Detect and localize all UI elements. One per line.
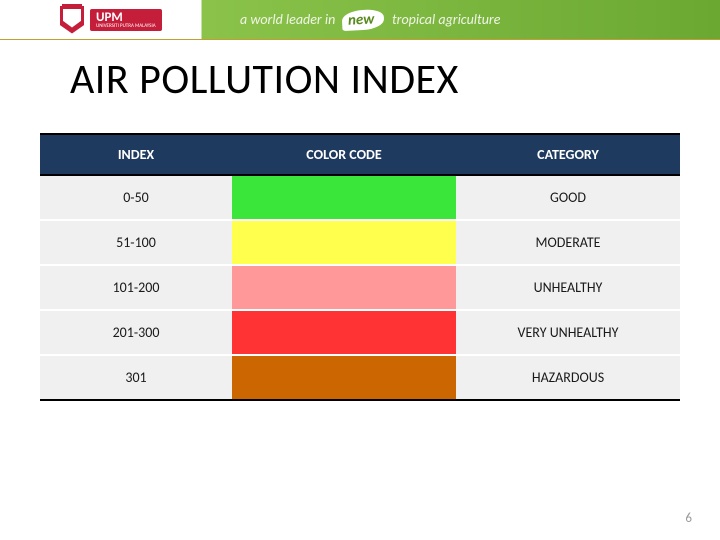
page-number: 6 [685, 511, 692, 526]
upm-logo-text: UPM [96, 11, 156, 24]
th-category: CATEGORY [456, 134, 680, 175]
cell-index: 51-100 [40, 220, 232, 265]
th-index: INDEX [40, 134, 232, 175]
cell-category: GOOD [456, 175, 680, 220]
cell-index: 201-300 [40, 310, 232, 355]
cell-index: 0-50 [40, 175, 232, 220]
page-title: AIR POLLUTION INDEX [70, 54, 720, 105]
top-banner: U P M UPM UNIVERSITI PUTRA MALAYSIA a wo… [0, 0, 720, 40]
tagline-suffix: tropical agriculture [392, 11, 500, 28]
cell-color-swatch [232, 265, 456, 310]
cell-category: VERY UNHEALTHY [456, 310, 680, 355]
cell-category: UNHEALTHY [456, 265, 680, 310]
table-row: 201-300 VERY UNHEALTHY [40, 310, 680, 355]
banner-tagline: a world leader in new tropical agricultu… [240, 10, 500, 30]
cell-index: 301 [40, 355, 232, 400]
table-row: 51-100 MODERATE [40, 220, 680, 265]
api-table: INDEX COLOR CODE CATEGORY 0-50GOOD51-100… [40, 133, 680, 401]
tagline-prefix: a world leader in [240, 11, 335, 28]
cell-color-swatch [232, 175, 456, 220]
table-row: 301 HAZARDOUS [40, 355, 680, 400]
cell-index: 101-200 [40, 265, 232, 310]
api-table-wrap: INDEX COLOR CODE CATEGORY 0-50GOOD51-100… [40, 133, 680, 401]
upm-logo-sub: UNIVERSITI PUTRA MALAYSIA [96, 24, 156, 29]
table-row: 101-200 UNHEALTHY [40, 265, 680, 310]
table-header-row: INDEX COLOR CODE CATEGORY [40, 134, 680, 175]
shield-icon [60, 6, 84, 34]
cell-color-swatch [232, 355, 456, 400]
upm-logo: UPM UNIVERSITI PUTRA MALAYSIA [90, 9, 162, 31]
cell-category: HAZARDOUS [456, 355, 680, 400]
cell-category: MODERATE [456, 220, 680, 265]
cell-color-swatch [232, 310, 456, 355]
tagline-highlight: new [342, 8, 385, 30]
banner-logos: UPM UNIVERSITI PUTRA MALAYSIA [0, 0, 162, 39]
th-color: COLOR CODE [232, 134, 456, 175]
cell-color-swatch [232, 220, 456, 265]
table-row: 0-50 GOOD [40, 175, 680, 220]
